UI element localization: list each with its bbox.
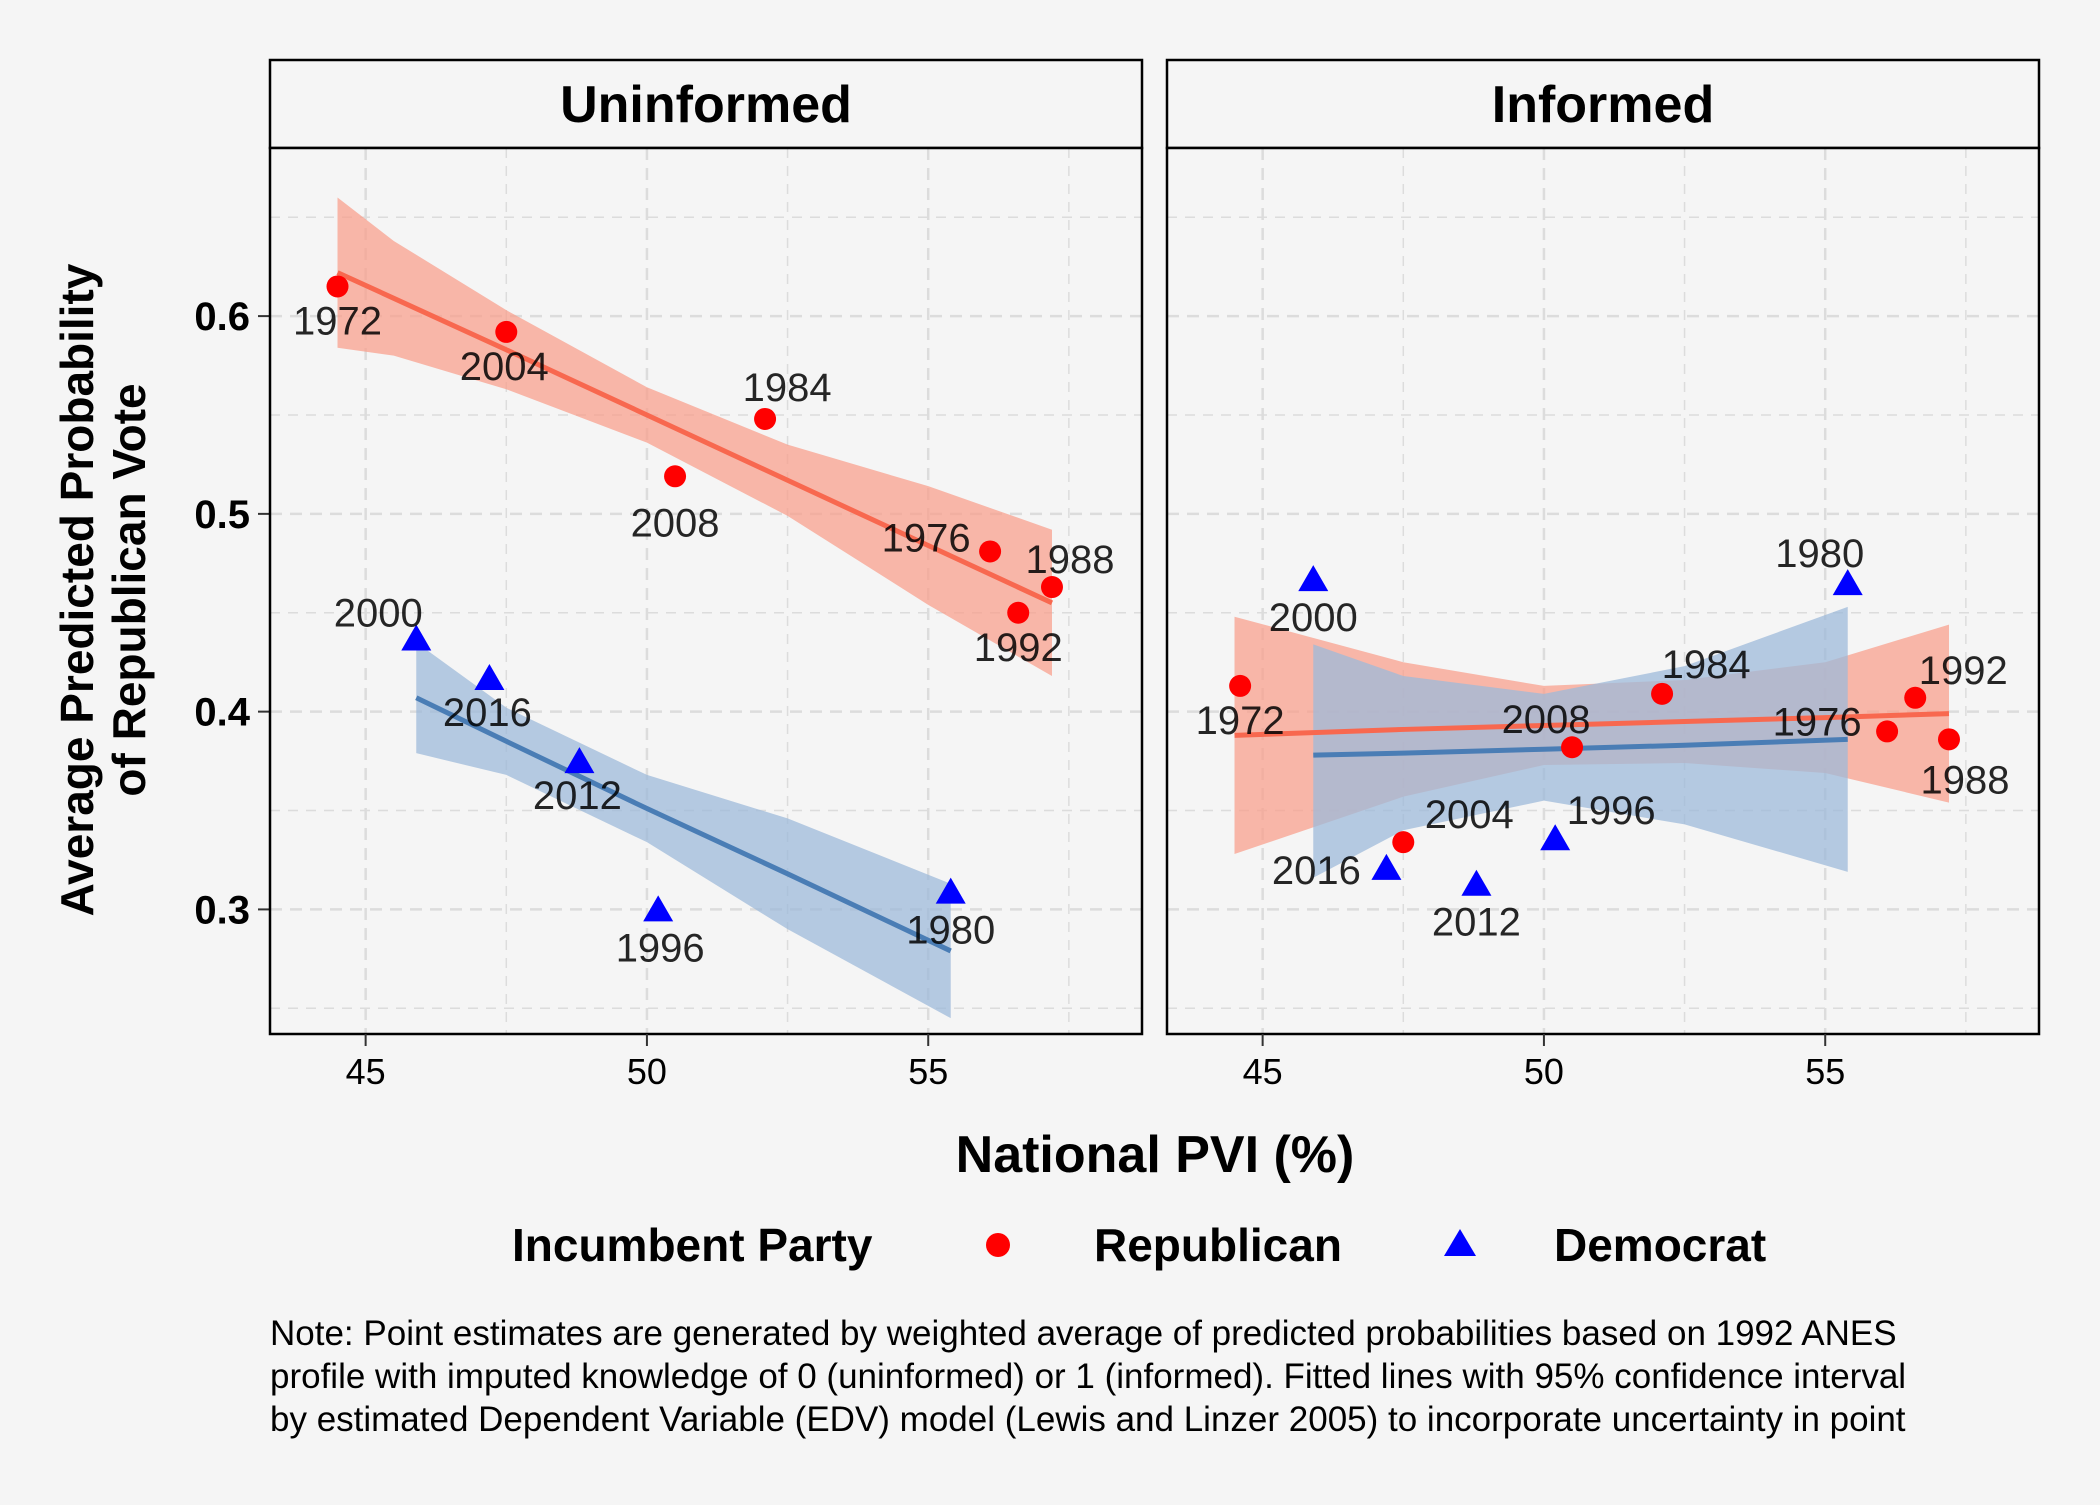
point-label: 2000 xyxy=(334,591,423,635)
facet-strip xyxy=(268,58,1144,150)
legend-label-republican: Republican xyxy=(1094,1219,1342,1271)
democrat-point xyxy=(1540,824,1571,851)
republican-fit-line xyxy=(336,270,1054,606)
y-axis-title: Average Predicted Probability xyxy=(51,263,103,916)
x-tick-label: 55 xyxy=(908,1051,948,1092)
point-label: 1988 xyxy=(1920,758,2009,802)
republican-point xyxy=(1229,674,1252,697)
legend-circle-icon xyxy=(986,1233,1010,1257)
point-label: 2008 xyxy=(1502,698,1591,742)
republican-point xyxy=(664,465,687,488)
republican-fit-line xyxy=(1234,711,1950,738)
republican-point xyxy=(495,320,518,343)
point-label: 1980 xyxy=(1775,532,1864,576)
democrat-point xyxy=(564,747,595,774)
point-label: 2012 xyxy=(1432,901,1521,945)
point-label: 2008 xyxy=(631,501,720,545)
republican-point xyxy=(1040,576,1063,599)
point-label: 1972 xyxy=(1196,699,1285,743)
point-label: 1996 xyxy=(616,926,705,970)
democrat-point xyxy=(1298,565,1329,592)
republican-point xyxy=(1876,720,1899,743)
facet-title: Informed xyxy=(1492,76,1714,134)
republican-point xyxy=(754,407,777,430)
democrat-point xyxy=(935,877,966,904)
y-tick-label: 0.4 xyxy=(194,691,250,735)
note-line: by estimated Dependent Variable (EDV) mo… xyxy=(270,1400,1906,1439)
point-label: 1984 xyxy=(1662,643,1751,687)
democrat-fit-line xyxy=(415,695,952,954)
democrat-fit-line xyxy=(1313,736,1848,758)
democrat-point xyxy=(1832,569,1863,596)
x-tick-label: 50 xyxy=(627,1051,667,1092)
republican-point xyxy=(326,275,349,298)
republican-point xyxy=(1561,736,1584,759)
legend: Incumbent Party Republican Democrat xyxy=(512,1219,1766,1271)
point-label: 1976 xyxy=(1773,700,1862,744)
x-axis-title: National PVI (%) xyxy=(956,1126,1355,1184)
republican-point xyxy=(1392,831,1415,854)
legend-title: Incumbent Party xyxy=(512,1219,873,1271)
note-line: profile with imputed knowledge of 0 (uni… xyxy=(270,1357,1906,1396)
panel-border xyxy=(268,146,1144,1036)
point-label: 1972 xyxy=(293,299,382,343)
y-tick-label: 0.6 xyxy=(194,295,250,339)
facet-title: Uninformed xyxy=(560,76,852,134)
point-label: 1996 xyxy=(1567,789,1656,833)
plot-background xyxy=(1167,148,2039,1034)
democrat-confidence-band xyxy=(416,642,951,1019)
republican-point xyxy=(1007,601,1030,624)
point-label: 2016 xyxy=(443,691,532,735)
x-tick-label: 45 xyxy=(346,1051,386,1092)
x-tick-label: 55 xyxy=(1805,1051,1845,1092)
panel-informed: Informed 1972 2004 1984 2008 1976 1988 1992 2000… xyxy=(1165,58,2041,1092)
panel-uninformed: Uninformed 1972 2004 1984 2008 1976 1988 1992 20… xyxy=(268,58,1144,1092)
note-line: Note: Point estimates are generated by w… xyxy=(270,1314,1897,1353)
republican-point xyxy=(1651,682,1674,705)
x-tick-label: 50 xyxy=(1524,1051,1564,1092)
democrat-point xyxy=(1371,853,1402,880)
point-label: 2004 xyxy=(1425,793,1514,837)
point-label: 1984 xyxy=(743,366,832,410)
legend-label-democrat: Democrat xyxy=(1554,1219,1766,1271)
democrat-point xyxy=(401,624,432,651)
legend-triangle-icon xyxy=(1444,1229,1476,1256)
facet-strip xyxy=(1165,58,2041,150)
democrat-point xyxy=(474,664,505,691)
point-label: 1992 xyxy=(974,626,1063,670)
point-label: 1980 xyxy=(906,909,995,953)
republican-point xyxy=(1937,728,1960,751)
democrat-point xyxy=(1461,869,1492,896)
republican-point xyxy=(1904,686,1927,709)
y-tick-label: 0.5 xyxy=(194,493,250,537)
y-tick-label: 0.3 xyxy=(194,888,250,932)
point-label: 2000 xyxy=(1269,596,1358,640)
panel-border xyxy=(1165,146,2041,1036)
y-axis-title: of Republican Vote xyxy=(103,383,155,796)
point-label: 2012 xyxy=(533,774,622,818)
republican-point xyxy=(979,540,1002,563)
point-label: 2004 xyxy=(460,345,549,389)
point-label: 2016 xyxy=(1272,849,1361,893)
x-tick-label: 45 xyxy=(1243,1051,1283,1092)
democrat-point xyxy=(643,895,674,922)
point-label: 1992 xyxy=(1919,649,2008,693)
point-label: 1988 xyxy=(1025,538,1114,582)
point-label: 1976 xyxy=(882,516,971,560)
